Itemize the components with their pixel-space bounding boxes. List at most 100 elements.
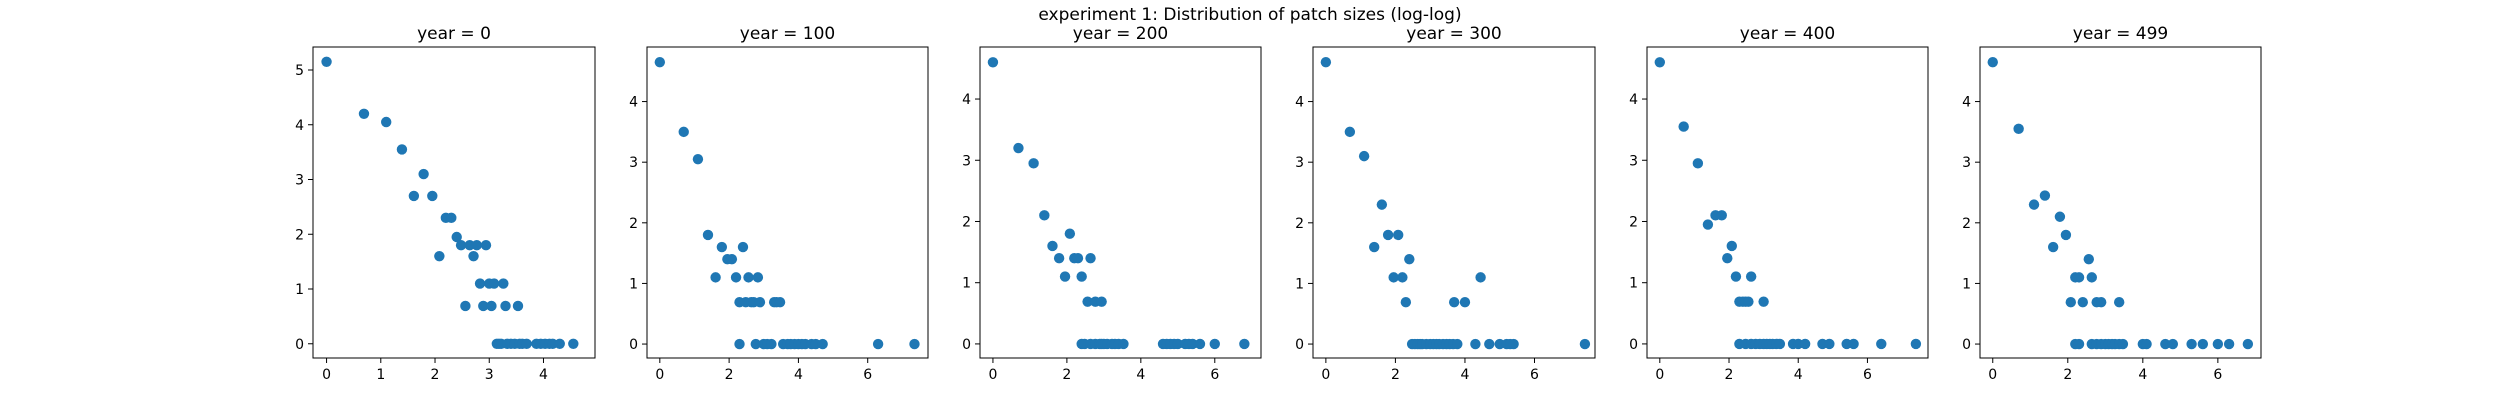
y-tick-label: 2 bbox=[1295, 216, 1304, 232]
data-point bbox=[1172, 338, 1184, 350]
axes-frame bbox=[979, 46, 1262, 359]
data-point bbox=[654, 56, 666, 68]
data-point bbox=[1039, 210, 1050, 221]
data-point bbox=[512, 300, 524, 312]
data-point bbox=[1452, 338, 1463, 350]
data-point bbox=[1910, 338, 1922, 350]
x-tick-label: 0 bbox=[322, 367, 331, 383]
data-point bbox=[2086, 272, 2097, 283]
subplot-title: year = 400 bbox=[1740, 24, 1835, 44]
data-point bbox=[2060, 229, 2072, 241]
data-point bbox=[743, 272, 754, 283]
data-point bbox=[2065, 297, 2076, 308]
data-point bbox=[1484, 338, 1495, 350]
data-point bbox=[750, 338, 761, 350]
data-point bbox=[1376, 199, 1388, 210]
y-tick-label: 1 bbox=[1295, 276, 1304, 292]
y-tick-label: 0 bbox=[629, 337, 638, 353]
data-point bbox=[2212, 338, 2224, 350]
data-point bbox=[2141, 338, 2152, 350]
data-point bbox=[716, 241, 728, 253]
data-point bbox=[468, 250, 479, 262]
y-tick-label: 3 bbox=[1962, 155, 1971, 171]
x-tick-label: 2 bbox=[2063, 367, 2072, 383]
data-point bbox=[1392, 229, 1404, 241]
data-point bbox=[1475, 272, 1486, 283]
data-point bbox=[1382, 229, 1394, 241]
data-point bbox=[2167, 338, 2179, 350]
data-point bbox=[358, 108, 370, 119]
subplot-6: year = 499 0 2 4 6 0 1 2 3 4 bbox=[1962, 24, 2262, 383]
data-point bbox=[710, 272, 721, 283]
data-point bbox=[1096, 296, 1107, 307]
data-point bbox=[1987, 56, 1998, 68]
data-point bbox=[2047, 241, 2059, 253]
y-tick-label: 4 bbox=[629, 95, 638, 111]
data-point bbox=[678, 126, 689, 138]
data-point bbox=[702, 229, 714, 241]
data-point bbox=[2083, 253, 2094, 265]
x-tick-label: 0 bbox=[1321, 367, 1330, 383]
x-tick-label: 6 bbox=[1530, 367, 1539, 383]
y-tick-label: 0 bbox=[962, 337, 971, 353]
subplot-title: year = 200 bbox=[1073, 24, 1168, 44]
data-point bbox=[1209, 338, 1220, 350]
data-point bbox=[1508, 338, 1519, 350]
y-tick-label: 0 bbox=[1629, 337, 1638, 353]
data-point bbox=[455, 240, 467, 251]
data-point bbox=[396, 144, 408, 155]
data-point bbox=[460, 300, 471, 312]
data-point bbox=[1824, 338, 1835, 350]
y-tick-label: 4 bbox=[295, 118, 304, 134]
data-point bbox=[381, 116, 392, 128]
data-point bbox=[1064, 228, 1076, 239]
data-point bbox=[2095, 297, 2107, 308]
data-point bbox=[1076, 271, 1087, 282]
y-tick-label: 0 bbox=[295, 337, 304, 353]
y-tick-label: 1 bbox=[295, 282, 304, 298]
x-tick-label: 6 bbox=[2213, 367, 2222, 383]
x-tick-label: 6 bbox=[863, 367, 872, 383]
data-point bbox=[1722, 253, 1733, 264]
data-point bbox=[726, 253, 738, 265]
data-point bbox=[737, 241, 749, 253]
data-point bbox=[774, 297, 786, 308]
subplot-title: year = 300 bbox=[1406, 24, 1501, 44]
data-point bbox=[480, 240, 492, 251]
data-point bbox=[734, 338, 745, 350]
data-point bbox=[692, 153, 704, 165]
data-point bbox=[817, 338, 828, 350]
data-point bbox=[1654, 57, 1666, 68]
data-point bbox=[987, 57, 999, 68]
data-point bbox=[498, 278, 509, 289]
axes-frame bbox=[312, 46, 596, 359]
data-point bbox=[1774, 338, 1786, 350]
data-point bbox=[1013, 142, 1024, 154]
data-point bbox=[2242, 338, 2254, 350]
data-point bbox=[1848, 338, 1859, 350]
data-point bbox=[1579, 338, 1591, 350]
x-tick-label: 0 bbox=[988, 367, 997, 383]
data-point bbox=[478, 300, 489, 312]
data-point bbox=[1053, 253, 1065, 264]
data-point bbox=[1082, 296, 1093, 307]
x-tick-label: 6 bbox=[1210, 367, 1219, 383]
data-point bbox=[521, 338, 532, 349]
data-point bbox=[1716, 210, 1727, 221]
y-tick-label: 3 bbox=[295, 173, 304, 189]
x-tick-label: 2 bbox=[1062, 367, 1071, 383]
data-point bbox=[1059, 271, 1071, 282]
data-point bbox=[752, 272, 764, 283]
y-tick-label: 0 bbox=[1962, 337, 1971, 353]
data-point bbox=[1702, 219, 1714, 230]
data-point bbox=[2028, 199, 2040, 210]
data-point bbox=[1726, 240, 1737, 252]
x-tick-label: 4 bbox=[2138, 367, 2147, 383]
data-point bbox=[434, 250, 445, 262]
x-tick-label: 4 bbox=[1460, 367, 1469, 383]
axes-frame bbox=[1312, 46, 1596, 359]
data-point bbox=[2186, 338, 2197, 350]
x-tick-label: 4 bbox=[539, 367, 548, 383]
x-tick-label: 0 bbox=[1988, 367, 1997, 383]
